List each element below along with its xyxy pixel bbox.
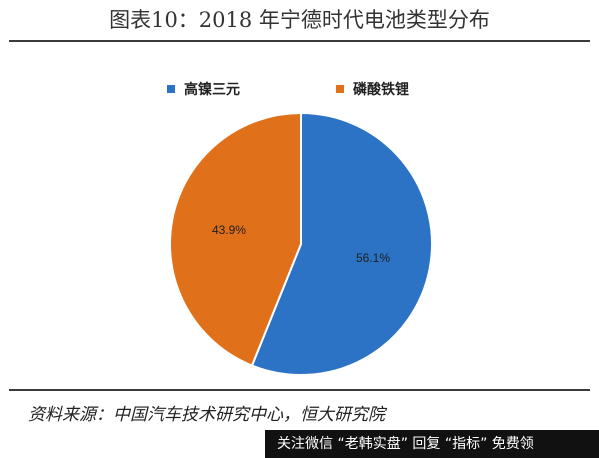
legend-label-ni: 高镍三元	[184, 82, 240, 98]
bottom-divider	[9, 389, 590, 391]
legend-swatch-ni	[167, 85, 175, 93]
top-divider	[9, 40, 590, 42]
pie-slice-ni	[250, 111, 433, 376]
watermark-banner: 关注微信 “老韩实盘” 回复 “指标” 免费领	[265, 430, 599, 458]
legend: 高镍三元 磷酸铁锂	[0, 79, 599, 99]
source-note: 资料来源：中国汽车技术研究中心，恒大研究院	[28, 405, 385, 425]
pie-slice-lfp	[169, 111, 302, 367]
legend-swatch-lfp	[336, 85, 344, 93]
chart-title: 图表10：2018 年宁德时代电池类型分布	[109, 8, 490, 32]
data-label-ni: 56.1%	[356, 251, 390, 265]
legend-item-ni: 高镍三元	[167, 79, 240, 99]
legend-item-lfp: 磷酸铁锂	[336, 79, 409, 99]
legend-label-lfp: 磷酸铁锂	[353, 82, 409, 98]
data-label-lfp: 43.9%	[212, 223, 246, 237]
